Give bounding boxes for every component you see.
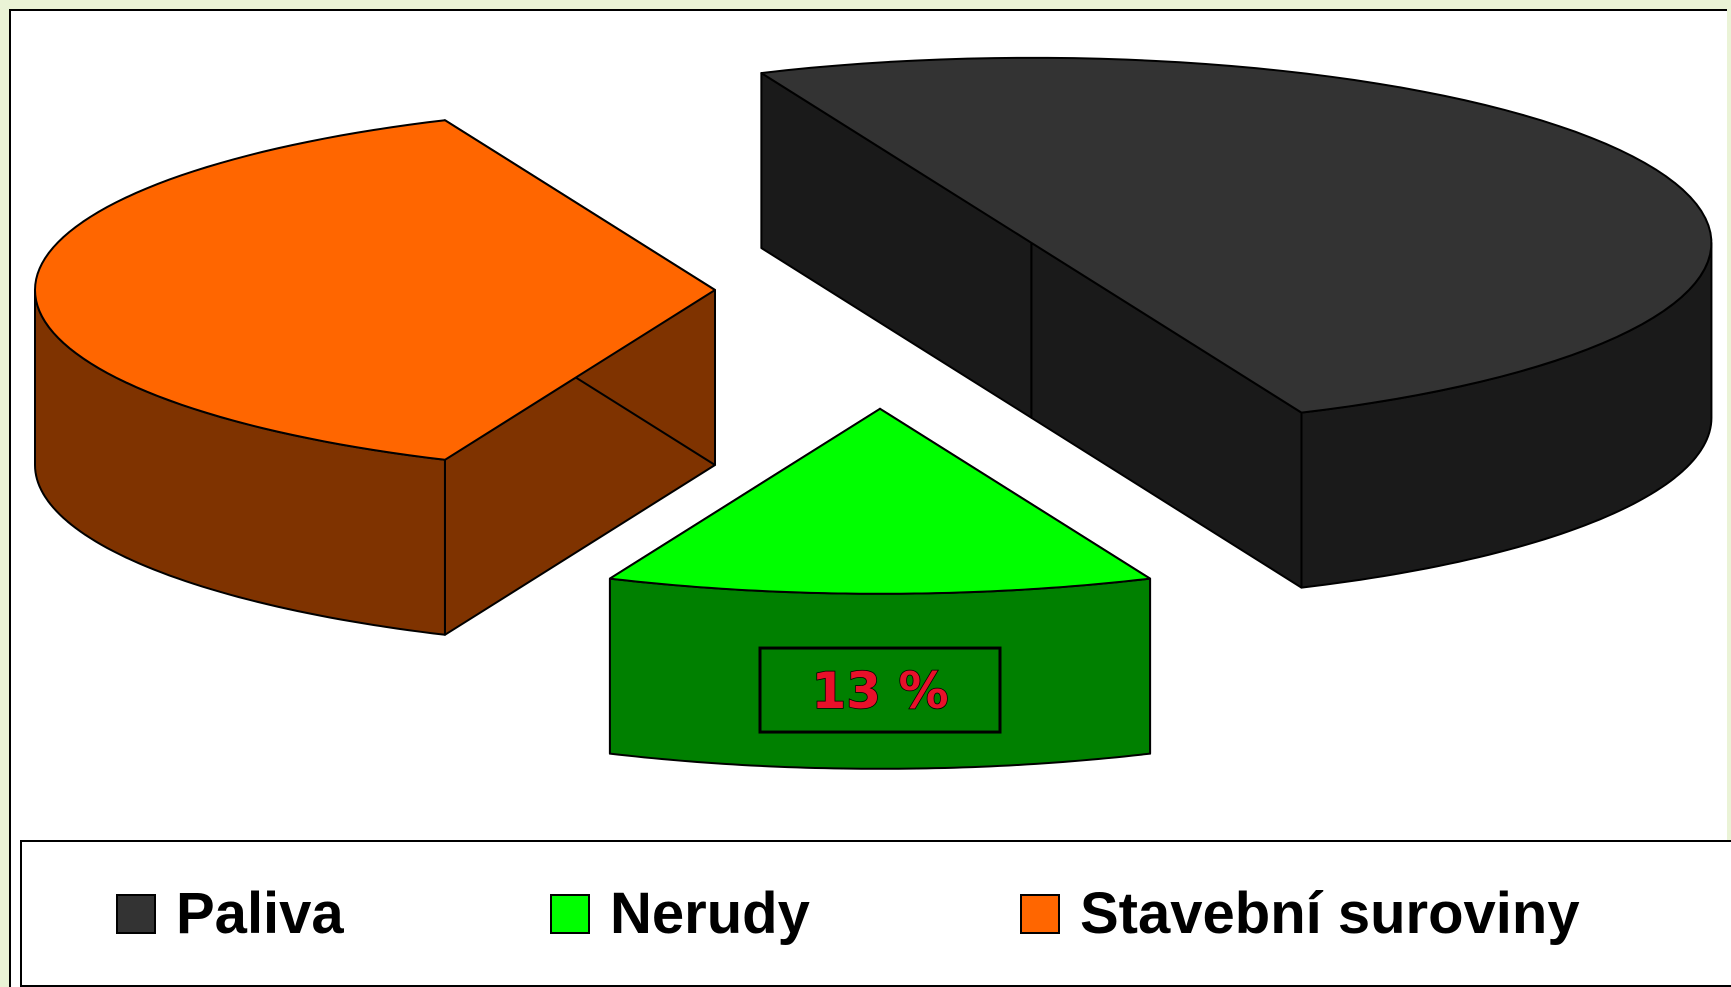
data-labels: 13 % bbox=[758, 646, 1002, 734]
slice-top-nerudy bbox=[608, 407, 1152, 595]
legend-item-stavebni-suroviny: Stavební suroviny bbox=[1020, 880, 1580, 947]
pie-slices bbox=[34, 56, 1713, 770]
legend-label-stavebni-suroviny: Stavební suroviny bbox=[1080, 881, 1580, 946]
legend-label-paliva: Paliva bbox=[176, 881, 344, 946]
slice-top-paliva bbox=[760, 56, 1713, 414]
legend: Paliva Nerudy Stavební suroviny bbox=[20, 840, 1731, 987]
pie-slice-paliva bbox=[760, 56, 1713, 589]
legend-item-nerudy: Nerudy bbox=[550, 880, 810, 947]
legend-label-nerudy: Nerudy bbox=[610, 881, 810, 946]
legend-item-paliva: Paliva bbox=[116, 880, 344, 947]
legend-swatch-stavebni-suroviny bbox=[1020, 893, 1060, 934]
legend-swatch-paliva bbox=[116, 893, 156, 934]
slice-top-stavebni-suroviny bbox=[34, 119, 716, 461]
data-label-nerudy: 13 % bbox=[811, 662, 948, 720]
legend-swatch-nerudy bbox=[550, 893, 590, 934]
data-label-box-nerudy bbox=[758, 646, 1002, 734]
pie-slice-stavebni-suroviny bbox=[34, 119, 716, 636]
